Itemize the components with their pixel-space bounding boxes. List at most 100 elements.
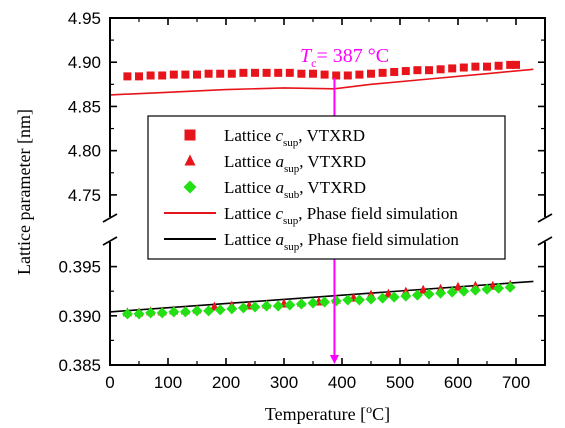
series-2-point — [453, 281, 463, 291]
series-3-point — [400, 290, 412, 302]
series-1-point — [378, 68, 387, 77]
series-3-point — [458, 285, 470, 297]
series-1-point — [193, 70, 201, 79]
series-3-point — [330, 295, 342, 307]
series-1-point — [216, 69, 225, 78]
series-1-point — [285, 68, 294, 77]
series-1-point — [483, 62, 491, 71]
legend-marker-3 — [183, 180, 197, 194]
series-1-point — [239, 68, 248, 77]
x-tick-label: 500 — [386, 373, 414, 392]
series-1-point — [506, 60, 515, 69]
series-3-point — [145, 307, 157, 319]
series-1-point — [425, 66, 433, 75]
x-tick-label: 600 — [444, 373, 472, 392]
series-3-point — [353, 294, 365, 306]
series-3-point — [481, 283, 493, 295]
series-3-point — [121, 308, 133, 320]
x-tick-label: 200 — [212, 373, 240, 392]
tc-marker-arrowhead — [329, 355, 339, 364]
series-3-point — [411, 289, 423, 301]
series-1-point — [158, 71, 167, 80]
series-3-point — [504, 281, 516, 293]
legend-entry-3: Lattice asub, VTXRD — [224, 178, 366, 201]
series-3-point — [284, 299, 296, 311]
legend-entry-1: Lattice csup, VTXRD — [224, 126, 365, 149]
axis-break-mark-left — [102, 236, 118, 246]
series-3-point — [469, 284, 481, 296]
tc-annotation-label: Tc= 387 °C — [300, 45, 389, 70]
series-3-point — [226, 303, 238, 315]
x-axis-label: Temperature [oC] — [265, 402, 390, 424]
series-1-point — [413, 66, 422, 75]
series-3-point — [493, 282, 505, 294]
y-tick-label: 0.395 — [58, 258, 101, 277]
series-1-point — [251, 68, 259, 77]
series-3-point — [203, 305, 215, 317]
series-3-point — [377, 292, 389, 304]
series-1-point — [494, 61, 503, 70]
series-3-point — [179, 306, 191, 318]
series-1-point — [343, 71, 352, 80]
series-1-point — [297, 69, 306, 78]
series-1-point — [135, 72, 143, 81]
series-3-point — [365, 293, 377, 305]
series-1-point — [512, 60, 520, 69]
series-3-point — [388, 291, 400, 303]
series-3-point — [249, 301, 261, 313]
axes-frame-lower — [109, 242, 546, 366]
series-3-point — [272, 300, 284, 312]
series-1-point — [274, 68, 283, 77]
series-3-point — [319, 296, 331, 308]
series-3-point — [168, 306, 180, 318]
series-3-point — [446, 286, 458, 298]
legend-entry-5: Lattice asup, Phase field simulation — [224, 230, 459, 253]
x-tick-label: 300 — [270, 373, 298, 392]
series-1-point — [459, 63, 468, 72]
series-5-line — [109, 280, 534, 313]
series-1-point — [448, 64, 457, 73]
x-tick-label: 0 — [105, 373, 114, 392]
series-1-point — [320, 70, 329, 79]
axis-break-mark-left — [102, 213, 118, 223]
y-tick-label: 4.90 — [68, 53, 101, 72]
legend-marker-2 — [184, 154, 196, 166]
axis-break-mark-right — [537, 236, 553, 246]
y-axis-label: Lattice parameter [nm] — [14, 109, 34, 275]
series-1-point — [181, 70, 190, 79]
legend-marker-1 — [184, 129, 196, 141]
x-tick-label: 700 — [502, 373, 530, 392]
series-1-point — [227, 69, 236, 78]
series-1-point — [309, 69, 317, 78]
y-tick-label: 4.75 — [68, 186, 101, 205]
series-1-point — [401, 67, 410, 76]
series-1-point — [436, 65, 445, 74]
series-1-point — [262, 68, 271, 77]
series-1-point — [146, 71, 155, 80]
axis-break-mark-right — [537, 213, 553, 223]
y-tick-label: 4.80 — [68, 142, 101, 161]
series-3-point — [214, 304, 226, 316]
y-tick-label: 4.95 — [68, 9, 101, 28]
legend-box — [147, 115, 506, 260]
axes-frame-upper — [109, 17, 546, 217]
x-tick-label: 400 — [328, 373, 356, 392]
series-3-point — [423, 288, 435, 300]
legend-entry-4: Lattice csup, Phase field simulation — [224, 204, 458, 227]
series-2-point — [418, 284, 428, 294]
x-tick-label: 100 — [154, 373, 182, 392]
series-1-point — [204, 69, 213, 78]
series-1-point — [332, 71, 341, 80]
series-1-point — [355, 70, 364, 79]
series-1-point — [471, 62, 480, 71]
series-1-point — [123, 72, 132, 81]
series-3-point — [307, 297, 319, 309]
series-1-point — [169, 70, 178, 79]
y-tick-label: 0.385 — [58, 356, 101, 375]
series-3-point — [295, 298, 307, 310]
series-3-point — [342, 294, 354, 306]
series-3-point — [156, 307, 168, 319]
series-3-point — [133, 308, 145, 320]
series-3-point — [435, 287, 447, 299]
series-1-point — [367, 69, 375, 78]
